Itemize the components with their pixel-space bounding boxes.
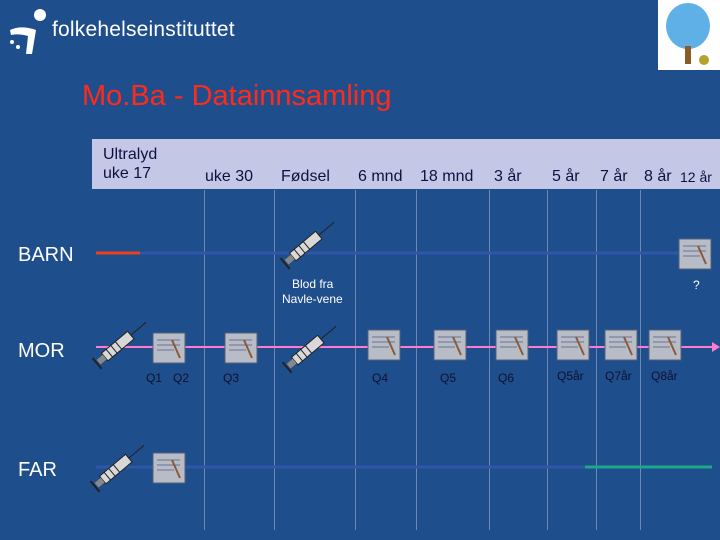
q-label-q7aar: Q7år (605, 369, 632, 383)
tree-logo (658, 0, 720, 70)
q-label-q5aar: Q5år (557, 369, 584, 383)
questionnaire-icon (433, 329, 467, 361)
tree-icon (666, 3, 710, 65)
label-12aar: 12 år (680, 169, 712, 185)
label-fodsel: Fødsel (281, 168, 330, 185)
q-label-q4: Q4 (372, 371, 389, 385)
label-8aar: 8 år (644, 168, 672, 185)
q-label-q5: Q5 (440, 371, 457, 385)
questionnaire-icon (367, 329, 401, 361)
questionnaire-icon (556, 329, 590, 361)
q-label-q8aar: Q8år (651, 369, 678, 383)
label-3aar: 3 år (494, 168, 522, 185)
syringe-icon (280, 317, 346, 377)
syringe-icon (278, 213, 344, 273)
questionnaire-icon (152, 452, 186, 484)
label-navle-vene: Navle-vene (282, 292, 343, 306)
q-label-q6: Q6 (498, 371, 515, 385)
q-label-q1: Q1 (146, 371, 163, 385)
label-uke17: uke 17 (103, 165, 152, 182)
questionnaire-icon (604, 329, 638, 361)
logo-person-icon (10, 9, 46, 54)
guide-line (355, 190, 356, 530)
q-label-q2: Q2 (173, 371, 190, 385)
questionnaire-icon (648, 329, 682, 361)
label-ultralyd: Ultralyd (103, 146, 158, 163)
label-5aar: 5 år (552, 168, 580, 185)
label-uke30: uke 30 (205, 168, 254, 185)
guide-line (640, 190, 641, 530)
questionnaire-icon (152, 332, 186, 364)
questionnaire-icon (495, 329, 529, 361)
guide-line (547, 190, 548, 530)
guide-line (416, 190, 417, 530)
row-label-barn: BARN (18, 244, 74, 266)
questionnaire-icon (678, 238, 712, 270)
guide-line (489, 190, 490, 530)
label-blod-fra: Blod fra (292, 277, 334, 291)
timeline-header-band (92, 139, 720, 189)
row-label-mor: MOR (18, 340, 65, 362)
mor-arrow-icon (712, 342, 720, 352)
label-question-mark: ? (693, 278, 700, 292)
guide-line (204, 190, 205, 530)
q-label-q3: Q3 (223, 371, 240, 385)
guide-line (596, 190, 597, 530)
syringe-icon (88, 436, 154, 496)
label-7aar: 7 år (600, 168, 628, 185)
syringe-icon (90, 313, 156, 373)
label-6mnd: 6 mnd (358, 168, 403, 185)
label-18mnd: 18 mnd (420, 168, 474, 185)
guide-line (274, 190, 275, 530)
org-name: folkehelseinstituttet (52, 18, 235, 41)
row-label-far: FAR (18, 459, 57, 481)
questionnaire-icon (224, 332, 258, 364)
page-title: Mo.Ba - Datainnsamling (82, 80, 392, 112)
org-logo (6, 8, 50, 56)
